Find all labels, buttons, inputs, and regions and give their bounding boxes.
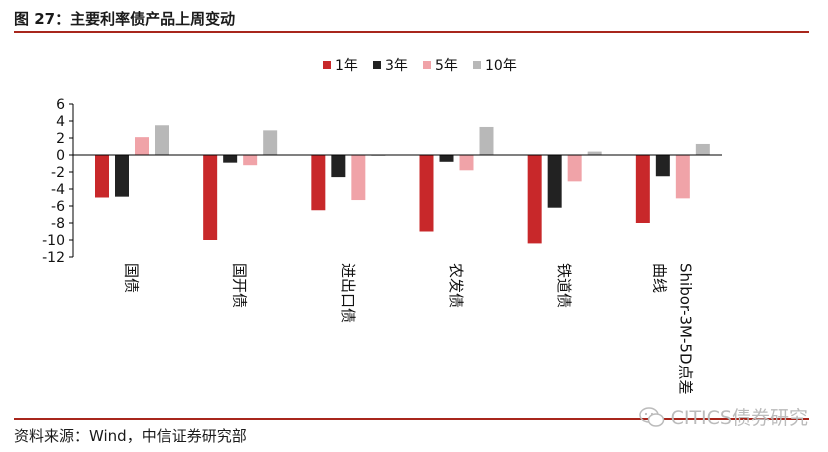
y-tick-label: -12 <box>42 250 65 266</box>
x-tick-label: 铁道债 <box>555 263 573 308</box>
x-tick-label: Shibor-3M-5D点差 <box>676 263 694 395</box>
bar-10年-Shibor-3M-5D点差曲线 <box>695 143 710 155</box>
figure-title: 图 27：主要利率债产品上周变动 <box>14 10 236 28</box>
bar-10年-国债 <box>155 125 169 155</box>
bar-3年-Shibor-3M-5D点差曲线 <box>655 155 670 177</box>
legend-label: 3年 <box>385 58 408 74</box>
y-tick-label: -2 <box>51 165 65 181</box>
y-tick-label: 0 <box>56 148 65 164</box>
bar-5年-铁道债 <box>567 155 582 182</box>
y-tick-label: -10 <box>42 233 65 249</box>
title-rule <box>14 31 809 33</box>
legend-swatch <box>423 61 431 69</box>
y-tick-label: -4 <box>51 182 65 198</box>
y-tick-label: 4 <box>56 114 65 130</box>
bar-3年-铁道债 <box>547 155 562 208</box>
bar-3年-国开债 <box>223 155 238 163</box>
legend-swatch <box>323 61 331 69</box>
y-tick-label: 6 <box>56 97 65 113</box>
bar-1年-进出口债 <box>311 155 326 211</box>
chart-legend: 1年 3年 5年 10年 <box>323 58 517 74</box>
legend-swatch <box>373 61 381 69</box>
footer-rule <box>14 418 809 420</box>
bar-5年-国债 <box>135 137 149 155</box>
bar-3年-国债 <box>115 155 129 197</box>
bar-5年-国开债 <box>243 155 258 166</box>
bar-1年-铁道债 <box>527 155 542 244</box>
bar-1年-农发债 <box>419 155 434 232</box>
bar-10年-农发债 <box>479 126 494 155</box>
x-tick-label: 国债 <box>123 263 141 293</box>
x-tick-label: 国开债 <box>231 263 249 308</box>
y-tick-label: 2 <box>56 131 65 147</box>
x-tick-label: 曲线 <box>650 263 668 293</box>
bar-1年-Shibor-3M-5D点差曲线 <box>635 155 650 223</box>
source-note: 资料来源：Wind，中信证券研究部 <box>14 427 247 445</box>
legend-label: 1年 <box>335 58 358 74</box>
bar-10年-铁道债 <box>587 151 602 155</box>
bar-1年-国债 <box>95 155 109 198</box>
watermark-text: CITICS债券研究 <box>670 407 808 429</box>
wechat-icon <box>638 406 664 427</box>
legend-label: 5年 <box>435 58 458 74</box>
y-tick-label: -8 <box>51 216 65 232</box>
x-tick-label: 农发债 <box>447 263 465 308</box>
x-tick-label: 进出口债 <box>339 263 357 323</box>
bar-3年-进出口债 <box>331 155 346 178</box>
legend-label: 10年 <box>485 58 517 74</box>
watermark: CITICS债券研究 <box>638 403 808 430</box>
y-tick-label: -6 <box>51 199 65 215</box>
bar-3年-农发债 <box>439 155 454 162</box>
bar-series <box>95 125 710 244</box>
bar-5年-Shibor-3M-5D点差曲线 <box>675 155 690 199</box>
bar-5年-进出口债 <box>351 155 366 201</box>
bar-1年-国开债 <box>203 155 218 240</box>
bar-5年-农发债 <box>459 155 474 171</box>
legend-swatch <box>473 61 481 69</box>
bar-10年-国开债 <box>263 130 278 155</box>
